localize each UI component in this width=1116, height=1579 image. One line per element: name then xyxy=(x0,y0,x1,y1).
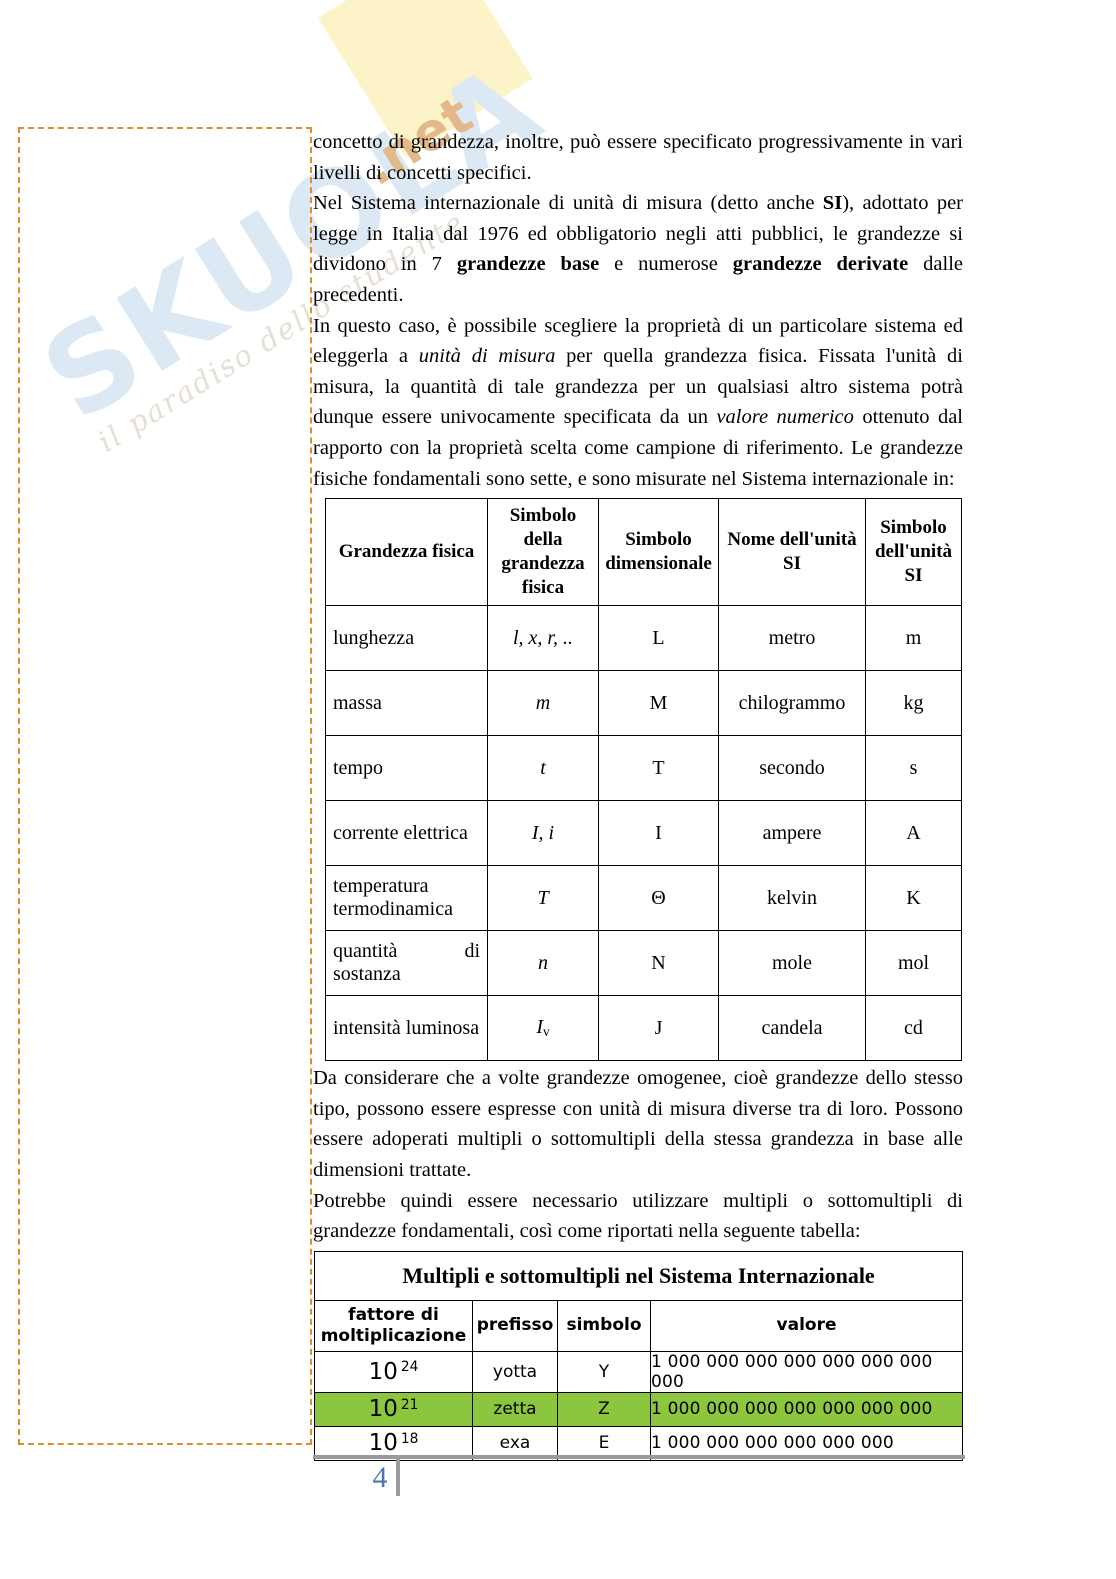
header-prefisso: prefisso xyxy=(472,1299,558,1352)
cell-value: 1 000 000 000 000 000 000 000 000 xyxy=(649,1350,964,1393)
cell-unit-name: metro xyxy=(718,605,866,672)
multiples-submultiples-table: Multipli e sottomultipli nel Sistema Int… xyxy=(313,1250,964,1461)
mult-table-body: 10 24 yotta Y 1 000 000 000 000 000 000 000 … xyxy=(314,1350,964,1461)
table-row: 10 18 exa E 1 000 000 000 000 000 000 xyxy=(314,1425,964,1461)
cell-unit-name: candela xyxy=(718,995,866,1062)
cell-symbol: n xyxy=(487,930,599,997)
cell-prefix-symbol: Y xyxy=(557,1350,651,1393)
header-simbolo-unita-si: Simbolo dell'unità SI xyxy=(865,498,962,607)
mult-header-row: fattore di moltiplicazione prefisso simb… xyxy=(314,1299,964,1352)
header-fattore-moltiplicazione: fattore di moltiplicazione xyxy=(314,1299,473,1352)
cell-unit-name: ampere xyxy=(718,800,866,867)
cell-dimension-symbol: T xyxy=(598,735,719,802)
cell-unit-symbol: s xyxy=(865,735,962,802)
cell-prefix: exa xyxy=(472,1425,558,1461)
cell-symbol: l, x, r, .. xyxy=(487,605,599,672)
cell-quantity: temperatura termodinamica xyxy=(325,865,488,932)
cell-prefix: yotta xyxy=(472,1350,558,1393)
cell-prefix-symbol: Z xyxy=(557,1391,651,1427)
cell-multiplication-factor: 10 24 xyxy=(314,1350,473,1393)
table-row: 10 24 yotta Y 1 000 000 000 000 000 000 000 … xyxy=(314,1350,964,1393)
cell-prefix: zetta xyxy=(472,1391,558,1427)
cell-symbol: Iv xyxy=(487,995,599,1062)
cell-value: 1 000 000 000 000 000 000 000 xyxy=(649,1391,964,1427)
document-text-column: concetto di grandezza, inoltre, può esse… xyxy=(313,127,964,1461)
cell-quantity: quantità di sostanza xyxy=(325,930,488,997)
cell-unit-symbol: m xyxy=(865,605,962,672)
cell-dimension-symbol: J xyxy=(598,995,719,1062)
cell-quantity: corrente elettrica xyxy=(325,800,488,867)
cell-unit-symbol: A xyxy=(865,800,962,867)
cell-unit-name: chilogrammo xyxy=(718,670,866,737)
cell-multiplication-factor: 10 21 xyxy=(314,1391,473,1427)
paragraph-in-questo-caso: In questo caso, è possibile scegliere la… xyxy=(313,314,963,490)
cell-dimension-symbol: Θ xyxy=(598,865,719,932)
header-simbolo: simbolo xyxy=(557,1299,651,1352)
cell-dimension-symbol: M xyxy=(598,670,719,737)
cell-quantity: lunghezza xyxy=(325,605,488,672)
cell-unit-name: mole xyxy=(718,930,866,997)
paragraph-sistema-internazionale: Nel Sistema internazionale di unità di m… xyxy=(313,192,963,306)
paragraph-grandezze-omogenee: Da considerare che a volte grandezze omo… xyxy=(313,1067,963,1181)
cell-quantity: tempo xyxy=(325,735,488,802)
si-base-quantities-table: Grandezza fisica Simbolo della grandezza… xyxy=(325,498,962,1062)
header-simbolo-grandezza: Simbolo della grandezza fisica xyxy=(487,498,599,607)
cell-dimension-symbol: N xyxy=(598,930,719,997)
footer-divider-rule xyxy=(313,1455,965,1459)
cell-quantity: intensità luminosa xyxy=(325,995,488,1062)
cell-multiplication-factor: 10 18 xyxy=(314,1425,473,1461)
cell-symbol: T xyxy=(487,865,599,932)
cell-symbol: t xyxy=(487,735,599,802)
cell-dimension-symbol: L xyxy=(598,605,719,672)
cell-symbol: m xyxy=(487,670,599,737)
header-grandezza-fisica: Grandezza fisica xyxy=(325,498,488,607)
mult-table-title: Multipli e sottomultipli nel Sistema Int… xyxy=(313,1250,964,1301)
cell-unit-symbol: mol xyxy=(865,930,962,997)
cell-dimension-symbol: I xyxy=(598,800,719,867)
cell-value: 1 000 000 000 000 000 000 xyxy=(649,1425,964,1461)
table-header-row: Grandezza fisica Simbolo della grandezza… xyxy=(325,498,962,607)
dashed-selection-region xyxy=(18,127,312,1445)
paragraph-concetto: concetto di grandezza, inoltre, può esse… xyxy=(313,131,963,184)
paragraph-potrebbe-quindi: Potrebbe quindi essere necessario utiliz… xyxy=(313,1189,963,1243)
table-row-highlighted: 10 21 zetta Z 1 000 000 000 000 000 000 000 xyxy=(314,1391,964,1427)
cell-quantity: massa xyxy=(325,670,488,737)
header-simbolo-dimensionale: Simbolo dimensionale xyxy=(598,498,719,607)
cell-prefix-symbol: E xyxy=(557,1425,651,1461)
cell-unit-symbol: K xyxy=(865,865,962,932)
cell-unit-symbol: cd xyxy=(865,995,962,1062)
cell-unit-name: kelvin xyxy=(718,865,866,932)
footer-vertical-tick xyxy=(396,1458,400,1496)
cell-symbol: I, i xyxy=(487,800,599,867)
header-valore: valore xyxy=(649,1299,964,1352)
header-nome-unita-si: Nome dell'unità SI xyxy=(718,498,866,607)
cell-unit-name: secondo xyxy=(718,735,866,802)
mult-title-row: Multipli e sottomultipli nel Sistema Int… xyxy=(313,1250,964,1301)
page-number: 4 xyxy=(372,1461,388,1494)
cell-unit-symbol: kg xyxy=(865,670,962,737)
